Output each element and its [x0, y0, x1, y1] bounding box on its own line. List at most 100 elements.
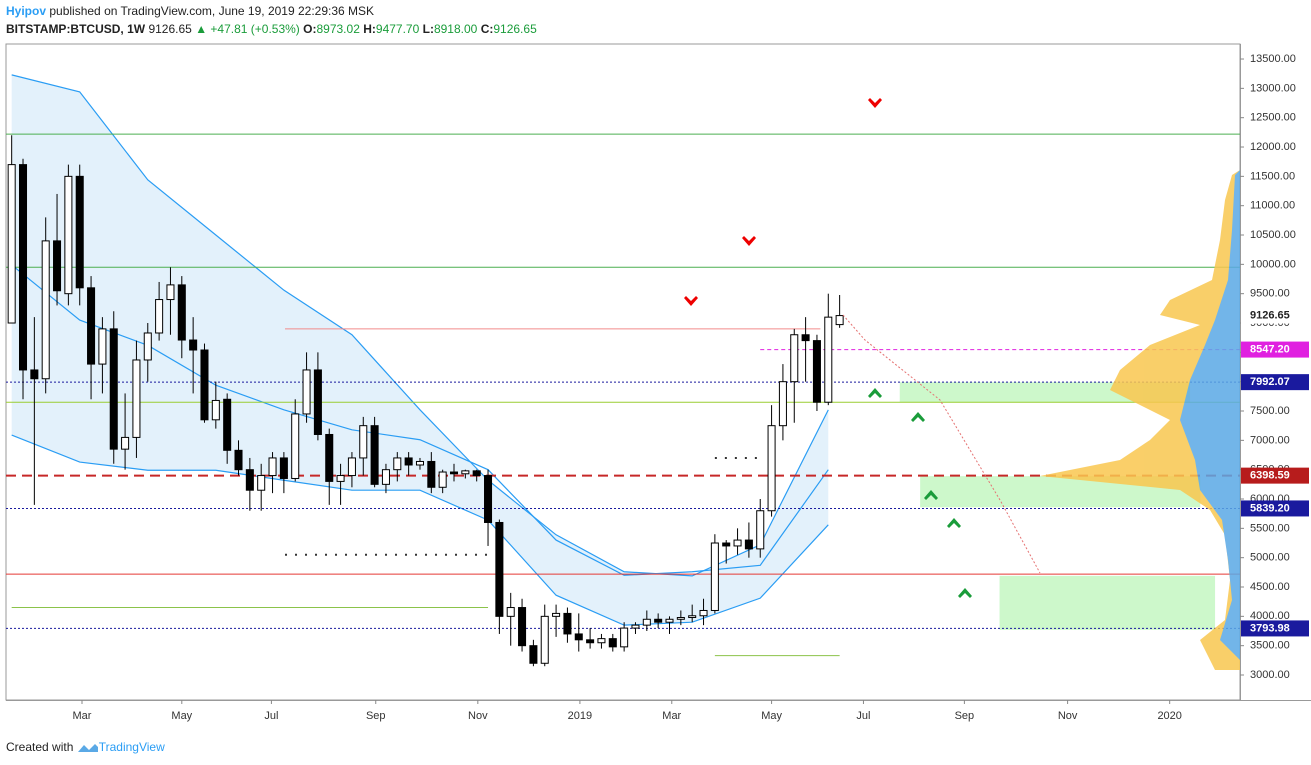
close-label: C:	[480, 22, 494, 36]
price-tag-label: 5839.20	[1250, 502, 1290, 514]
candle-body	[699, 609, 708, 617]
candle-body	[302, 369, 311, 415]
price-tag-label: 6398.59	[1250, 470, 1290, 482]
arrows	[684, 98, 972, 598]
y-tick-label: 7500.00	[1250, 405, 1290, 417]
y-tick-label: 4500.00	[1250, 581, 1290, 593]
candle-body	[620, 627, 629, 648]
candle-body	[87, 287, 96, 365]
candle-body	[835, 315, 844, 326]
candle-body	[518, 607, 527, 647]
symbol: BITSTAMP:BTCUSD, 1W	[6, 22, 146, 36]
candle-body	[75, 175, 84, 289]
candle-body	[552, 612, 561, 617]
candle-body	[733, 539, 742, 547]
candle-body	[257, 475, 266, 491]
open-label: O:	[303, 22, 317, 36]
close: 9126.65	[493, 22, 537, 36]
candle-body	[393, 457, 402, 471]
low-label: L:	[422, 22, 434, 36]
header-line-1: Hyipov published on TradingView.com, Jun…	[6, 4, 374, 18]
zone	[999, 575, 1216, 630]
candle-body	[608, 638, 617, 648]
candle-body	[563, 612, 572, 635]
price-tag-label: 7992.07	[1250, 376, 1290, 388]
footer: Created with TradingView	[6, 740, 165, 754]
trend-lines	[842, 314, 1041, 574]
candle-body	[279, 457, 288, 479]
candle-body	[415, 460, 424, 466]
candle-body	[824, 316, 833, 403]
price-tag	[1241, 341, 1309, 358]
brand[interactable]: TradingView	[98, 740, 165, 754]
candle-body	[223, 398, 232, 451]
candle-body	[291, 413, 300, 479]
candle-body	[18, 164, 28, 371]
arrow-down	[684, 98, 882, 306]
candle-body	[132, 359, 141, 438]
candle-body	[359, 425, 368, 459]
candle-body	[155, 299, 164, 334]
price-tag	[1241, 467, 1309, 484]
candle-body	[64, 175, 73, 295]
candle-body	[370, 425, 379, 485]
y-tick-label: 7000.00	[1250, 434, 1290, 446]
candle-body	[109, 328, 118, 450]
x-tick-label: 2020	[1157, 710, 1181, 722]
candle-body	[381, 469, 390, 485]
candle-body	[529, 645, 538, 664]
y-tick-label: 10000.00	[1250, 258, 1296, 270]
band-fill	[11, 74, 829, 626]
candle-body	[654, 618, 663, 623]
candle-body	[676, 617, 685, 620]
profile-orange	[1040, 170, 1240, 670]
y-tick-label: 13500.00	[1250, 53, 1296, 65]
volume-profile	[1040, 170, 1240, 670]
candle-body	[404, 457, 413, 466]
candle-body	[268, 457, 277, 477]
x-tick-label: Mar	[662, 710, 681, 722]
foreground-layer	[7, 135, 844, 667]
candle-body	[472, 470, 481, 477]
candle-body	[7, 164, 16, 324]
low: 8918.00	[433, 22, 478, 36]
candle-body	[336, 475, 345, 482]
x-tick-label: Sep	[366, 710, 386, 722]
x-tick-label: Sep	[955, 710, 975, 722]
high: 9477.70	[375, 22, 420, 36]
candle-body	[710, 542, 719, 611]
y-tick-label: 3500.00	[1250, 640, 1290, 652]
candle-body	[484, 475, 493, 523]
candle-body	[778, 381, 787, 427]
candle-body	[495, 521, 504, 617]
candle-body	[744, 539, 753, 550]
author: Hyipov	[6, 4, 47, 18]
y-tick-label: 11500.00	[1250, 170, 1295, 182]
y-tick-label: 12000.00	[1250, 141, 1296, 153]
candle-body	[801, 334, 810, 342]
candle-body	[461, 470, 470, 475]
candle-body	[506, 607, 515, 617]
candle-body	[540, 615, 549, 664]
header-line-2: BITSTAMP:BTCUSD, 1W 9126.65 ▲ +47.81 (+0…	[6, 22, 537, 36]
x-tick-label: Nov	[1058, 710, 1078, 722]
y-tick-label: 5500.00	[1250, 522, 1290, 534]
candle-body	[98, 328, 107, 365]
y-tick-label: 13000.00	[1250, 82, 1296, 94]
high-label: H:	[363, 22, 376, 36]
candle-body	[438, 471, 447, 488]
published: published on TradingView.com, June 19, 2…	[49, 4, 375, 18]
y-tick-label: 4000.00	[1250, 610, 1290, 622]
candle-body	[166, 284, 175, 301]
x-tick-label: May	[171, 710, 192, 722]
price-tag-label: 3793.98	[1250, 622, 1290, 634]
candle-body	[427, 460, 436, 488]
y-tick-label: 3000.00	[1250, 669, 1290, 681]
y-tick-label: 9500.00	[1250, 288, 1290, 300]
logo	[77, 743, 98, 752]
y-tick-label: 10500.00	[1250, 229, 1296, 241]
candle-body	[211, 399, 220, 421]
change: ▲ +47.81 (+0.53%)	[195, 22, 300, 36]
candle-body	[325, 433, 334, 482]
